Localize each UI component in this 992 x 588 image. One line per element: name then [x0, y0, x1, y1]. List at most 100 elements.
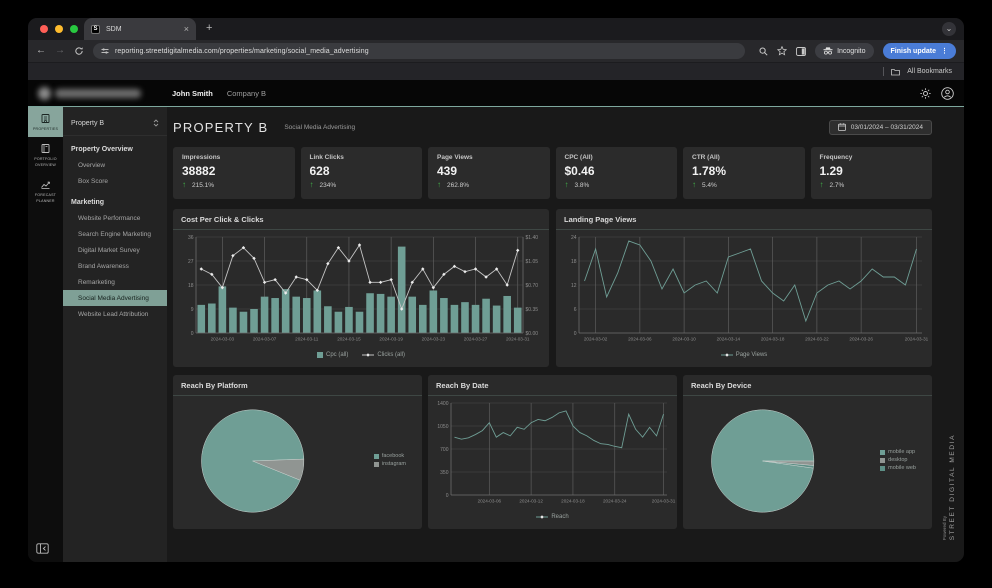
sidebar-item-website-lead-attribution[interactable]: Website Lead Attribution [78, 310, 149, 318]
legend-item[interactable]: desktop [880, 457, 916, 463]
url-text: reporting.streetdigitalmedia.com/propert… [115, 47, 369, 55]
account-icon[interactable] [941, 86, 954, 100]
legend-item[interactable]: instagram [373, 461, 406, 467]
dashboard-app: John Smith Company B [28, 80, 964, 562]
sidebar-collapse-button[interactable] [36, 543, 49, 554]
tab-search-button[interactable]: ⌄ [942, 22, 956, 36]
legend-item[interactable]: facebook [373, 453, 406, 459]
company-name[interactable]: Company B [226, 88, 267, 98]
svg-text:27: 27 [188, 259, 194, 265]
up-arrow-icon: ↑ [819, 180, 824, 189]
powered-by-block: Powered By STREET DIGITAL MEDIA [942, 434, 956, 540]
svg-text:0: 0 [574, 331, 577, 337]
rail-item-forecast-planner[interactable]: FORECAST PLANNER [28, 173, 63, 209]
chart-title: Reach By Platform [173, 375, 422, 396]
sidebar-item-social-media-advertising[interactable]: Social Media Advertising [63, 290, 167, 306]
sidebar-item-digital-market-survey[interactable]: Digital Market Survey [78, 246, 140, 254]
back-button[interactable]: ← [36, 45, 46, 56]
kpi-row: Impressions 38882 ↑ 215.1% Link Clicks 62… [173, 147, 932, 199]
address-bar[interactable]: reporting.streetdigitalmedia.com/propert… [93, 43, 745, 59]
forward-button[interactable]: → [55, 45, 65, 56]
rail-item-properties[interactable]: PROPERTIES [28, 107, 63, 138]
date-range-button[interactable]: 03/01/2024 – 03/31/2024 [828, 119, 932, 135]
new-tab-button[interactable]: + [206, 22, 213, 34]
sidebar-item-overview[interactable]: Overview [78, 161, 106, 169]
fullscreen-button[interactable] [70, 25, 78, 33]
sidebar-item-brand-awareness[interactable]: Brand Awareness [78, 262, 129, 270]
bookmarks-divider [883, 67, 885, 76]
svg-text:2024-03-10: 2024-03-10 [672, 337, 696, 342]
header-actions [920, 86, 954, 100]
page-subtitle: Social Media Advertising [284, 123, 356, 131]
chevron-updown-icon [153, 119, 159, 127]
chart-legend[interactable]: mobile app desktop mobile web [880, 447, 916, 473]
browser-tab[interactable]: S SDM × [84, 18, 196, 40]
legend-item[interactable]: Cpc (all) [316, 352, 348, 358]
sidebar-item-box-score[interactable]: Box Score [78, 177, 108, 185]
kpi-card-ctr: CTR (All) 1.78% ↑ 5.4% [683, 147, 805, 199]
side-panel-icon[interactable] [796, 46, 807, 56]
kpi-delta-value: 215.1% [192, 181, 215, 189]
up-arrow-icon: ↑ [692, 180, 696, 189]
finish-update-button[interactable]: Finish update ⋮ [882, 43, 956, 59]
toolbar-actions: Incognito Finish update ⋮ [759, 43, 956, 59]
property-selector-value: Property B [71, 119, 105, 127]
kpi-delta-value: 234% [319, 181, 337, 189]
all-bookmarks-button[interactable]: All Bookmarks [907, 68, 952, 75]
svg-text:18: 18 [571, 259, 577, 265]
charts-row-2: Reach By Platform facebook instagram Reac… [173, 375, 932, 529]
site-favicon-icon: S [91, 24, 100, 34]
svg-text:2024-03-02: 2024-03-02 [584, 337, 608, 342]
chart-legend[interactable]: facebook instagram [373, 451, 406, 469]
bookmarks-bar: All Bookmarks [28, 62, 964, 80]
minimize-button[interactable] [55, 25, 63, 33]
sidebar-item-remarketing[interactable]: Remarketing [78, 278, 115, 286]
svg-text:$0.00: $0.00 [526, 331, 539, 337]
kpi-card-impressions: Impressions 38882 ↑ 215.1% [173, 147, 295, 199]
incognito-icon [823, 47, 833, 55]
svg-text:2024-03-14: 2024-03-14 [717, 337, 741, 342]
svg-text:2024-03-26: 2024-03-26 [849, 337, 873, 342]
site-settings-icon[interactable] [101, 47, 109, 55]
chart-card-cpc-clicks: Cost Per Click & Clicks 0 9 18 27 36 $0.00 $0.… [173, 209, 549, 367]
kpi-card-link-clicks: Link Clicks 628 ↑ 234% [300, 147, 422, 199]
sidebar-item-website-performance[interactable]: Website Performance [78, 214, 141, 222]
reload-button[interactable] [74, 46, 84, 56]
chart-legend[interactable]: Cpc (all) Clicks (all) [173, 346, 549, 364]
svg-text:2024-03-18: 2024-03-18 [761, 337, 785, 342]
search-icon[interactable] [759, 47, 768, 56]
svg-text:9: 9 [191, 307, 194, 313]
reach-by-device-pie: mobile app desktop mobile web [683, 396, 932, 524]
close-button[interactable] [40, 25, 48, 33]
chart-card-landing-page-views: Landing Page Views 0 6 12 18 24 2024-03-02 202… [556, 209, 932, 367]
up-arrow-icon: ↑ [182, 180, 186, 189]
collapse-panel-icon [36, 543, 49, 554]
rail-item-portfolio-overview[interactable]: PORTFOLIO OVERVIEW [28, 137, 63, 173]
legend-item[interactable]: mobile app [880, 449, 916, 455]
svg-text:2024-03-19: 2024-03-19 [379, 337, 403, 342]
legend-item[interactable]: Reach [536, 514, 569, 520]
theme-sun-icon[interactable] [920, 87, 931, 99]
chart-legend[interactable]: Page Views [556, 346, 932, 364]
up-arrow-icon: ↑ [437, 180, 441, 189]
kpi-card-page-views: Page Views 439 ↑ 262.8% [428, 147, 550, 199]
legend-item[interactable]: Page Views [720, 352, 767, 358]
incognito-label: Incognito [837, 47, 866, 55]
property-selector[interactable]: Property B [63, 115, 167, 136]
kpi-value: 439 [437, 164, 458, 178]
forecast-trend-icon [41, 181, 50, 190]
properties-building-icon [41, 114, 50, 123]
logo-text-blurred [55, 88, 141, 98]
svg-text:700: 700 [440, 447, 449, 453]
sidebar-item-search-engine-marketing[interactable]: Search Engine Marketing [78, 230, 151, 238]
kpi-label: Impressions [182, 154, 221, 161]
logo-mark-blurred [38, 86, 51, 100]
kebab-menu-icon[interactable]: ⋮ [941, 48, 948, 55]
kpi-label: CTR (All) [692, 154, 720, 161]
legend-item[interactable]: mobile web [880, 465, 916, 471]
legend-item[interactable]: Clicks (all) [362, 352, 405, 358]
bookmark-star-icon[interactable] [777, 46, 788, 56]
tab-close-icon[interactable]: × [183, 23, 189, 34]
svg-text:$0.70: $0.70 [526, 283, 539, 289]
chart-legend[interactable]: Reach [428, 508, 677, 526]
